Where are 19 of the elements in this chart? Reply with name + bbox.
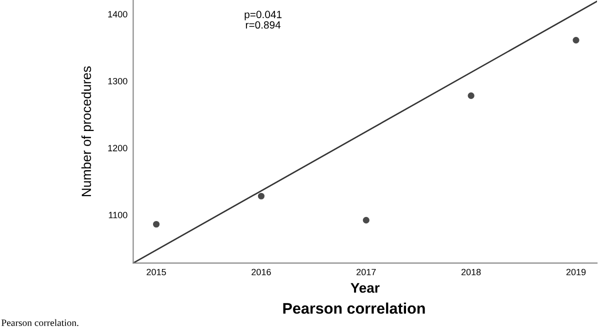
x-tick-label: 2016 [252,268,271,276]
x-tick-label: 2019 [566,268,586,276]
text: Pearson correlation. [1,319,78,326]
x-tick-label: 2017 [356,268,376,276]
point [572,36,580,44]
y-axis-title: Number of procedures [81,66,94,196]
annotation: p=0.041 r=0.894 [244,10,282,29]
y-tick-label: 1100 [108,212,128,218]
y-tick-label: 1400 [108,11,128,18]
x-tick-label: 2015 [146,268,166,276]
point [258,192,265,200]
point [468,92,474,100]
x-axis-title: Year [350,283,380,293]
y-tick-label: 1300 [108,78,128,84]
point [152,220,160,228]
point [362,216,370,224]
y-tick-label: 1200 [108,144,128,152]
text: Pearson correlation [283,302,425,314]
x-tick-label: 2018 [461,268,481,276]
